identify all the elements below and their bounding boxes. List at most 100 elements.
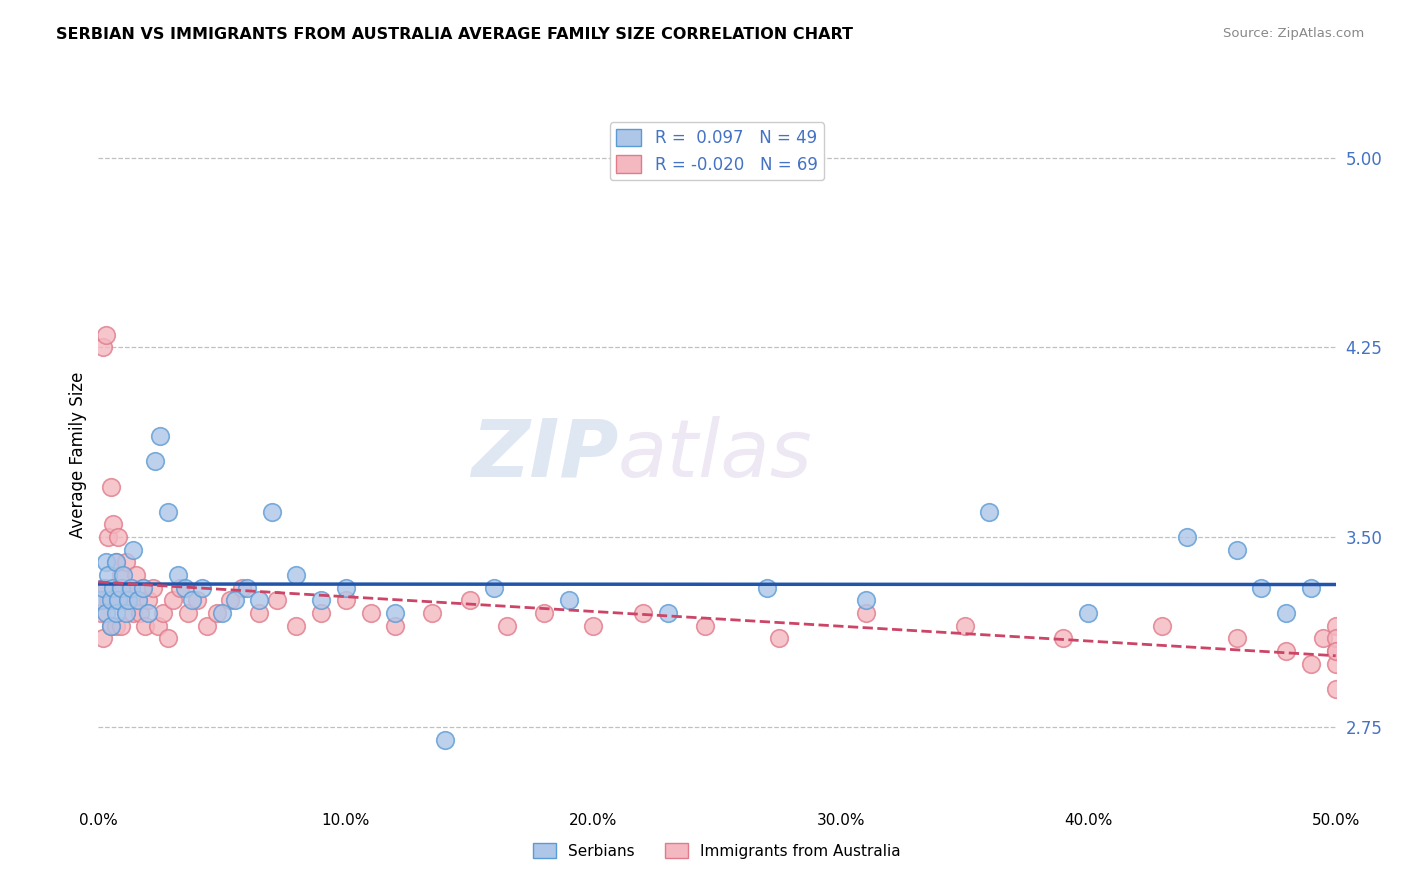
Point <box>97 593 120 607</box>
Point <box>93 581 115 595</box>
Point <box>335 593 357 607</box>
Point <box>218 593 240 607</box>
Point <box>127 593 149 607</box>
Point <box>100 618 122 632</box>
Point <box>309 593 332 607</box>
Point <box>120 581 142 595</box>
Text: atlas: atlas <box>619 416 813 494</box>
Point <box>169 581 191 595</box>
Point <box>1077 606 1099 620</box>
Point <box>112 568 135 582</box>
Point <box>114 556 136 570</box>
Point <box>631 606 654 620</box>
Point <box>103 581 125 595</box>
Point <box>149 429 172 443</box>
Point <box>533 606 555 620</box>
Point <box>582 618 605 632</box>
Text: ZIP: ZIP <box>471 416 619 494</box>
Point <box>195 618 218 632</box>
Point <box>100 479 122 493</box>
Point <box>94 606 117 620</box>
Point <box>152 606 174 620</box>
Point <box>855 593 877 607</box>
Point <box>433 732 456 747</box>
Point <box>181 593 204 607</box>
Point <box>211 606 233 620</box>
Point <box>94 581 117 595</box>
Point <box>174 581 197 595</box>
Point <box>1324 644 1347 658</box>
Point <box>1250 581 1272 595</box>
Point <box>1226 632 1249 646</box>
Point <box>103 517 125 532</box>
Point <box>94 327 117 342</box>
Point <box>132 581 155 595</box>
Point <box>247 593 270 607</box>
Point <box>1324 681 1347 696</box>
Point <box>260 505 283 519</box>
Point <box>97 530 120 544</box>
Point <box>100 618 122 632</box>
Point <box>146 618 169 632</box>
Point <box>122 606 145 620</box>
Point <box>104 556 127 570</box>
Point <box>107 530 129 544</box>
Point <box>657 606 679 620</box>
Point <box>768 632 790 646</box>
Point <box>335 581 357 595</box>
Point <box>110 568 132 582</box>
Point <box>142 581 165 595</box>
Point <box>120 581 142 595</box>
Point <box>90 606 112 620</box>
Point <box>693 618 716 632</box>
Point <box>156 632 179 646</box>
Point <box>162 593 184 607</box>
Point <box>156 505 179 519</box>
Y-axis label: Average Family Size: Average Family Size <box>69 372 87 538</box>
Point <box>495 618 517 632</box>
Point <box>384 606 406 620</box>
Point <box>236 581 259 595</box>
Point <box>1324 618 1347 632</box>
Text: SERBIAN VS IMMIGRANTS FROM AUSTRALIA AVERAGE FAMILY SIZE CORRELATION CHART: SERBIAN VS IMMIGRANTS FROM AUSTRALIA AVE… <box>56 27 853 42</box>
Point <box>224 593 246 607</box>
Point <box>1052 632 1074 646</box>
Point <box>1226 542 1249 557</box>
Point <box>285 568 308 582</box>
Point <box>557 593 579 607</box>
Point <box>93 340 115 354</box>
Point <box>1324 657 1347 671</box>
Point <box>104 556 127 570</box>
Point <box>1324 632 1347 646</box>
Point <box>247 606 270 620</box>
Point <box>110 618 132 632</box>
Point <box>136 593 159 607</box>
Point <box>458 593 481 607</box>
Point <box>90 593 112 607</box>
Point <box>205 606 228 620</box>
Point <box>384 618 406 632</box>
Point <box>104 606 127 620</box>
Point <box>422 606 444 620</box>
Point <box>1275 606 1298 620</box>
Point <box>110 581 132 595</box>
Point <box>360 606 382 620</box>
Point <box>1312 632 1334 646</box>
Point <box>112 581 135 595</box>
Text: Source: ZipAtlas.com: Source: ZipAtlas.com <box>1223 27 1364 40</box>
Point <box>309 606 332 620</box>
Point <box>107 593 129 607</box>
Point <box>231 581 253 595</box>
Point <box>129 606 152 620</box>
Point <box>266 593 288 607</box>
Point <box>97 568 120 582</box>
Point <box>134 618 156 632</box>
Point <box>103 593 125 607</box>
Point <box>127 593 149 607</box>
Point <box>100 593 122 607</box>
Legend: Serbians, Immigrants from Australia: Serbians, Immigrants from Australia <box>527 837 907 864</box>
Point <box>107 593 129 607</box>
Point <box>1299 657 1322 671</box>
Point <box>484 581 506 595</box>
Point <box>953 618 976 632</box>
